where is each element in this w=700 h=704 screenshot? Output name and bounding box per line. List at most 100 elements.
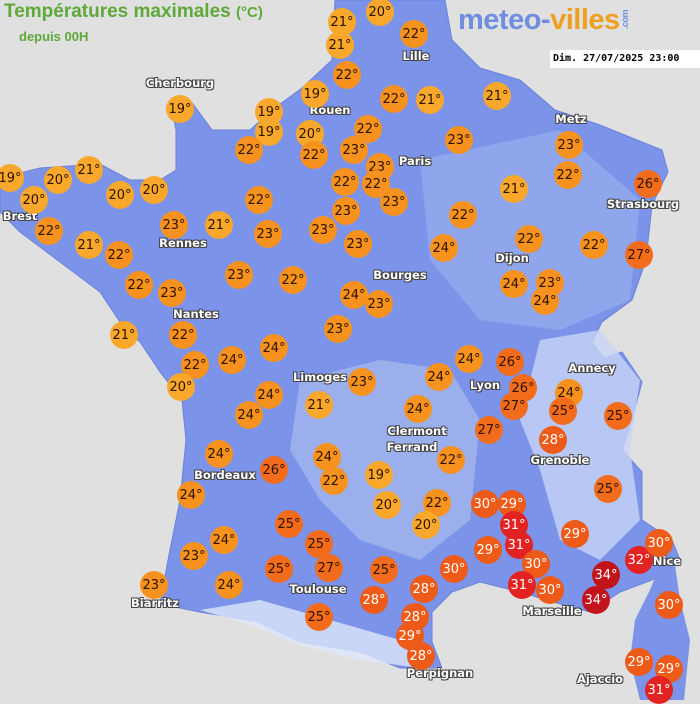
temperature-marker[interactable]: 25° bbox=[594, 475, 622, 503]
temperature-marker[interactable]: 22° bbox=[235, 136, 263, 164]
temperature-marker[interactable]: 24° bbox=[430, 234, 458, 262]
temperature-marker[interactable]: 34° bbox=[592, 561, 620, 589]
temperature-marker[interactable]: 22° bbox=[105, 241, 133, 269]
temperature-marker[interactable]: 22° bbox=[245, 186, 273, 214]
temperature-marker[interactable]: 22° bbox=[169, 321, 197, 349]
temperature-marker[interactable]: 27° bbox=[625, 241, 653, 269]
temperature-marker[interactable]: 24° bbox=[531, 287, 559, 315]
temperature-marker[interactable]: 24° bbox=[218, 346, 246, 374]
temperature-marker[interactable]: 21° bbox=[483, 82, 511, 110]
temperature-marker[interactable]: 23° bbox=[445, 126, 473, 154]
temperature-marker[interactable]: 23° bbox=[536, 269, 564, 297]
temperature-marker[interactable]: 23° bbox=[225, 261, 253, 289]
temperature-marker[interactable]: 21° bbox=[500, 175, 528, 203]
temperature-marker[interactable]: 29° bbox=[625, 648, 653, 676]
temperature-marker[interactable]: 25° bbox=[370, 556, 398, 584]
temperature-marker[interactable]: 22° bbox=[437, 446, 465, 474]
temperature-marker[interactable]: 20° bbox=[106, 181, 134, 209]
temperature-marker[interactable]: 21° bbox=[205, 211, 233, 239]
temperature-marker[interactable]: 24° bbox=[205, 440, 233, 468]
temperature-marker[interactable]: 26° bbox=[634, 170, 662, 198]
temperature-marker[interactable]: 22° bbox=[554, 161, 582, 189]
temperature-marker[interactable]: 30° bbox=[471, 490, 499, 518]
temperature-marker[interactable]: 28° bbox=[360, 586, 388, 614]
temperature-marker[interactable]: 24° bbox=[255, 381, 283, 409]
temperature-marker[interactable]: 20° bbox=[167, 373, 195, 401]
temperature-marker[interactable]: 25° bbox=[265, 555, 293, 583]
temperature-marker[interactable]: 19° bbox=[0, 164, 24, 192]
temperature-marker[interactable]: 22° bbox=[125, 271, 153, 299]
temperature-marker[interactable]: 20° bbox=[140, 176, 168, 204]
temperature-marker[interactable]: 29° bbox=[561, 520, 589, 548]
temperature-marker[interactable]: 25° bbox=[604, 402, 632, 430]
temperature-marker[interactable]: 23° bbox=[332, 197, 360, 225]
temperature-marker[interactable]: 28° bbox=[410, 575, 438, 603]
temperature-marker[interactable]: 23° bbox=[140, 571, 168, 599]
temperature-marker[interactable]: 30° bbox=[655, 591, 683, 619]
temperature-marker[interactable]: 20° bbox=[44, 166, 72, 194]
temperature-marker[interactable]: 19° bbox=[166, 95, 194, 123]
temperature-marker[interactable]: 28° bbox=[539, 426, 567, 454]
temperature-marker[interactable]: 22° bbox=[279, 266, 307, 294]
temperature-marker[interactable]: 23° bbox=[324, 315, 352, 343]
temperature-marker[interactable]: 25° bbox=[549, 397, 577, 425]
temperature-marker[interactable]: 26° bbox=[260, 456, 288, 484]
temperature-marker[interactable]: 26° bbox=[496, 348, 524, 376]
temperature-marker[interactable]: 27° bbox=[315, 554, 343, 582]
temperature-marker[interactable]: 30° bbox=[440, 555, 468, 583]
temperature-marker[interactable]: 27° bbox=[500, 392, 528, 420]
temperature-marker[interactable]: 19° bbox=[365, 461, 393, 489]
temperature-marker[interactable]: 24° bbox=[500, 270, 528, 298]
temperature-marker[interactable]: 23° bbox=[309, 216, 337, 244]
temperature-marker[interactable]: 22° bbox=[400, 20, 428, 48]
temperature-marker[interactable]: 25° bbox=[305, 603, 333, 631]
temperature-marker[interactable]: 29° bbox=[474, 536, 502, 564]
temperature-marker[interactable]: 21° bbox=[110, 321, 138, 349]
temperature-marker[interactable]: 24° bbox=[455, 345, 483, 373]
temperature-marker[interactable]: 22° bbox=[580, 231, 608, 259]
temperature-marker[interactable]: 31° bbox=[645, 676, 673, 704]
temperature-marker[interactable]: 21° bbox=[75, 156, 103, 184]
temperature-marker[interactable]: 24° bbox=[215, 571, 243, 599]
temperature-marker[interactable]: 24° bbox=[404, 395, 432, 423]
temperature-marker[interactable]: 20° bbox=[412, 511, 440, 539]
temperature-marker[interactable]: 23° bbox=[365, 290, 393, 318]
temperature-marker[interactable]: 23° bbox=[555, 131, 583, 159]
temperature-marker[interactable]: 23° bbox=[340, 136, 368, 164]
temperature-marker[interactable]: 22° bbox=[35, 217, 63, 245]
temperature-marker[interactable]: 22° bbox=[380, 85, 408, 113]
temperature-marker[interactable]: 20° bbox=[20, 186, 48, 214]
temperature-marker[interactable]: 24° bbox=[313, 443, 341, 471]
temperature-marker[interactable]: 22° bbox=[449, 201, 477, 229]
temperature-marker[interactable]: 23° bbox=[158, 279, 186, 307]
temperature-marker[interactable]: 21° bbox=[75, 231, 103, 259]
temperature-marker[interactable]: 23° bbox=[180, 542, 208, 570]
temperature-marker[interactable]: 20° bbox=[373, 491, 401, 519]
temperature-marker[interactable]: 21° bbox=[305, 391, 333, 419]
temperature-marker[interactable]: 34° bbox=[582, 586, 610, 614]
temperature-marker[interactable]: 22° bbox=[515, 225, 543, 253]
temperature-marker[interactable]: 30° bbox=[645, 529, 673, 557]
temperature-marker[interactable]: 22° bbox=[300, 141, 328, 169]
temperature-marker[interactable]: 28° bbox=[407, 642, 435, 670]
temperature-marker[interactable]: 23° bbox=[254, 220, 282, 248]
temperature-marker[interactable]: 30° bbox=[536, 576, 564, 604]
temperature-marker[interactable]: 23° bbox=[160, 211, 188, 239]
temperature-marker[interactable]: 24° bbox=[425, 363, 453, 391]
temperature-marker[interactable]: 27° bbox=[475, 416, 503, 444]
temperature-marker[interactable]: 20° bbox=[366, 0, 394, 26]
temperature-marker[interactable]: 24° bbox=[177, 481, 205, 509]
temperature-marker[interactable]: 23° bbox=[344, 230, 372, 258]
meteo-villes-logo[interactable]: meteo-villes.com bbox=[458, 4, 630, 37]
temperature-marker[interactable]: 24° bbox=[235, 401, 263, 429]
temperature-marker[interactable]: 32° bbox=[625, 546, 653, 574]
temperature-marker[interactable]: 24° bbox=[260, 334, 288, 362]
temperature-marker[interactable]: 21° bbox=[326, 31, 354, 59]
temperature-marker[interactable]: 19° bbox=[301, 80, 329, 108]
temperature-marker[interactable]: 31° bbox=[508, 571, 536, 599]
temperature-marker[interactable]: 25° bbox=[305, 530, 333, 558]
temperature-marker[interactable]: 23° bbox=[348, 368, 376, 396]
temperature-marker[interactable]: 21° bbox=[416, 86, 444, 114]
temperature-marker[interactable]: 22° bbox=[320, 467, 348, 495]
temperature-marker[interactable]: 23° bbox=[380, 188, 408, 216]
